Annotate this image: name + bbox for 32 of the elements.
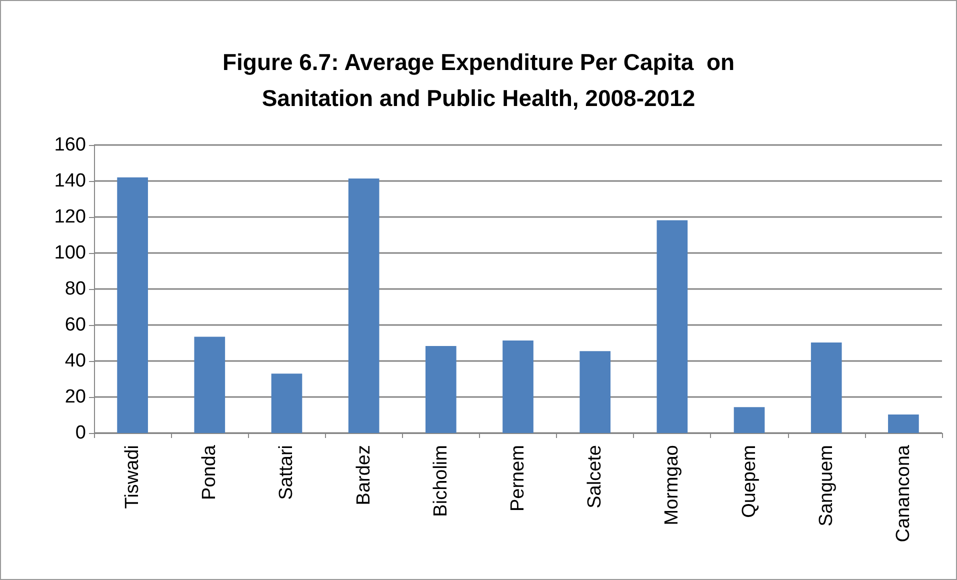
x-tick-label: Salcete [584, 445, 606, 508]
bar [734, 407, 765, 433]
y-tick-label: 0 [75, 422, 86, 444]
x-tick-label: Tiswadi [122, 445, 144, 509]
x-tick-label: Sanguem [816, 445, 837, 526]
bar [194, 336, 226, 433]
chart-title: Figure 6.7: Average Expenditure Per Capita on Sanitation and Public Health, 2008-2012 [222, 49, 735, 111]
y-tick-label: 160 [54, 134, 86, 156]
y-tick-label: 120 [54, 206, 86, 228]
bar [888, 414, 919, 433]
x-tick-label: Mormgao [662, 445, 683, 526]
y-tick-label: 140 [54, 170, 86, 192]
bar [580, 351, 611, 433]
bar [271, 374, 302, 433]
bar [656, 220, 688, 433]
x-tick-label: Sattari [276, 445, 298, 500]
bar [348, 178, 380, 433]
y-tick-label: 100 [54, 242, 86, 264]
x-tick-label: Bicholim [430, 445, 452, 517]
y-tick-label: 60 [64, 314, 86, 336]
bar [502, 340, 534, 433]
x-tick-label: Quepem [738, 445, 760, 518]
bar [425, 346, 456, 433]
bar [117, 177, 148, 433]
bar [810, 342, 842, 433]
x-tick-label: Ponda [199, 444, 220, 500]
y-tick-label: 80 [64, 278, 86, 300]
x-tick-label: Bardez [353, 445, 374, 506]
y-tick-label: 40 [64, 350, 86, 372]
y-tick-label: 20 [64, 386, 86, 408]
x-tick-label: Canancona [892, 444, 914, 542]
x-tick-label: Pernem [508, 445, 528, 512]
